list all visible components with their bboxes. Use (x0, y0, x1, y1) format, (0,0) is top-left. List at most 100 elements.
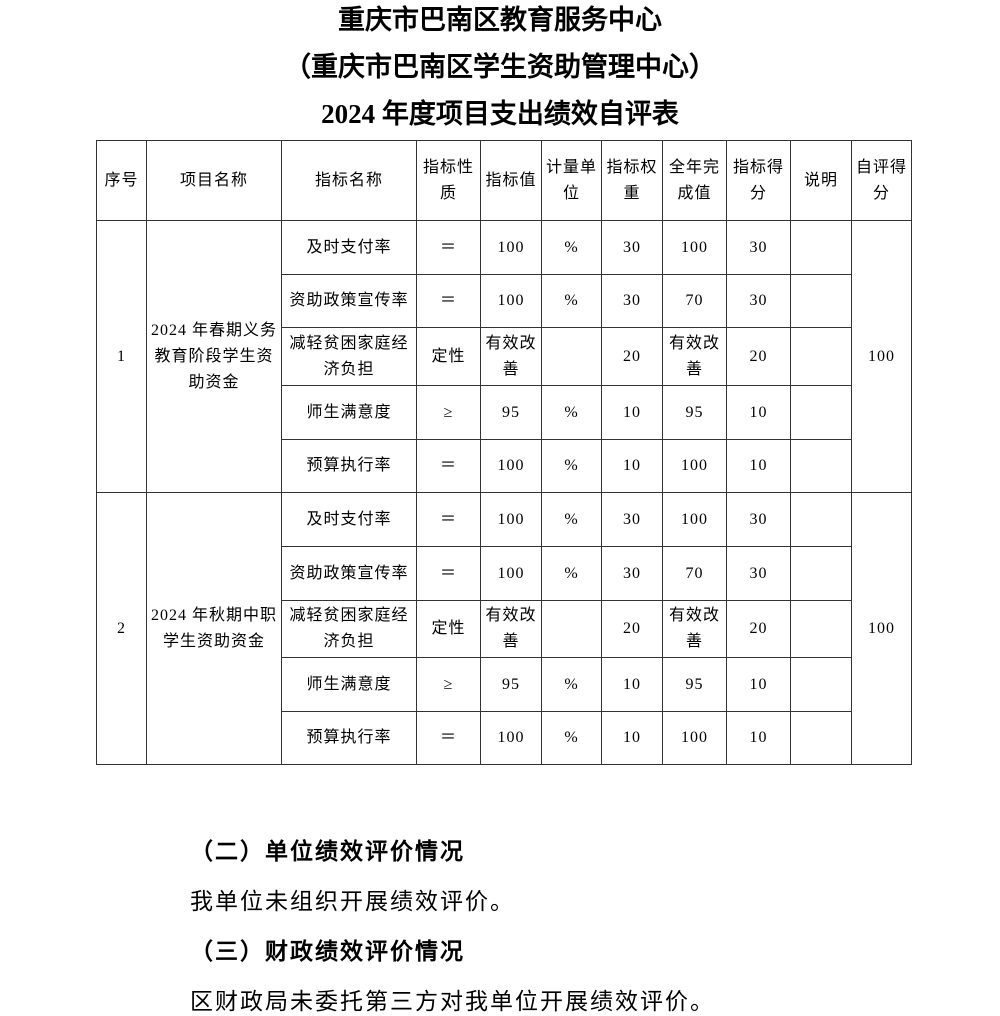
indicator-note (790, 546, 852, 601)
table-row: 师生满意度 ≥95% 10 95 10 (97, 657, 912, 712)
indicator-nature: ≥ (416, 385, 481, 440)
header-cell: 自评得分 (851, 140, 912, 221)
indicator-value: 100 (480, 220, 542, 275)
finance-eval-heading: （三）财政绩效评价情况 (190, 939, 465, 964)
indicator-name: 减轻贫困家庭经济负担 (281, 600, 417, 658)
indicator-actual: 95 (662, 657, 727, 712)
header-cell: 指标名称 (281, 140, 417, 221)
indicator-weight: 30 (601, 274, 663, 328)
indicator-value: 95 (480, 657, 542, 712)
indicator-score: 30 (726, 220, 791, 275)
self-score: 100 (851, 220, 912, 493)
indicator-unit: % (541, 274, 602, 328)
indicator-unit: % (541, 220, 602, 275)
performance-table: 序号 项目名称 指标名称 指标性质 指标值 计量单位 指标权重 全年完成值 指标得分 说明 自评得分… (96, 140, 912, 765)
indicator-nature: ＝ (416, 492, 481, 547)
doc-title-line1: 重庆市巴南区教育服务中心 (338, 5, 662, 35)
indicator-value: 100 (480, 546, 542, 601)
indicator-note (790, 385, 852, 440)
table-row: 资助政策宣传率＝ 100% 30 70 30 (97, 546, 912, 601)
indicator-weight: 20 (601, 327, 663, 386)
indicator-weight: 30 (601, 220, 663, 275)
indicator-score: 20 (726, 327, 791, 386)
indicator-actual: 95 (662, 385, 727, 440)
indicator-unit: % (541, 711, 602, 765)
header-cell: 指标性质 (416, 140, 481, 221)
indicator-actual: 有效改善 (662, 327, 727, 386)
unit-eval-heading: （二）单位绩效评价情况 (190, 839, 465, 864)
indicator-note (790, 220, 852, 275)
indicator-note (790, 439, 852, 493)
indicator-score: 10 (726, 657, 791, 712)
indicator-weight: 20 (601, 600, 663, 658)
unit-eval-text: 我单位未组织开展绩效评价。 (190, 889, 515, 914)
indicator-weight: 30 (601, 492, 663, 547)
indicator-actual: 有效改善 (662, 600, 727, 658)
indicator-weight: 10 (601, 657, 663, 712)
indicator-actual: 100 (662, 711, 727, 765)
indicator-note (790, 327, 852, 386)
header-cell: 指标值 (480, 140, 542, 221)
table-row: 资助政策宣传率＝ 100% 30 70 30 (97, 274, 912, 328)
indicator-name: 师生满意度 (281, 657, 417, 712)
table-row: 减轻贫困家庭经济负担 定性 有效改善 20 有效改善 20 (97, 327, 912, 386)
indicator-actual: 100 (662, 439, 727, 493)
indicator-weight: 30 (601, 546, 663, 601)
indicator-nature: ＝ (416, 546, 481, 601)
project-name: 2024 年春期义务教育阶段学生资助资金 (146, 220, 282, 493)
header-cell: 计量单位 (541, 140, 602, 221)
indicator-unit: % (541, 546, 602, 601)
self-score: 100 (851, 492, 912, 765)
indicator-note (790, 600, 852, 658)
indicator-unit: % (541, 657, 602, 712)
indicator-unit (541, 600, 602, 658)
indicator-value: 95 (480, 385, 542, 440)
indicator-unit: % (541, 385, 602, 440)
indicator-unit: % (541, 492, 602, 547)
indicator-unit (541, 327, 602, 386)
indicator-note (790, 657, 852, 712)
indicator-value: 100 (480, 274, 542, 328)
indicator-actual: 100 (662, 220, 727, 275)
indicator-weight: 10 (601, 711, 663, 765)
indicator-nature: 定性 (416, 327, 481, 386)
header-cell: 项目名称 (146, 140, 282, 221)
header-cell: 说明 (790, 140, 852, 221)
indicator-actual: 100 (662, 492, 727, 547)
indicator-actual: 70 (662, 274, 727, 328)
indicator-note (790, 274, 852, 328)
header-cell: 序号 (96, 140, 147, 221)
indicator-name: 师生满意度 (281, 385, 417, 440)
indicator-value: 100 (480, 439, 542, 493)
table-row: 1 2024 年春期义务教育阶段学生资助资金 及时支付率＝ 100% 30 100 30 10… (96, 220, 912, 493)
indicator-value: 有效改善 (480, 327, 542, 386)
indicator-note (790, 492, 852, 547)
table-row: 预算执行率＝ 100% 10 100 10 (97, 711, 912, 765)
indicator-name: 及时支付率 (281, 220, 417, 275)
header-cell: 全年完成值 (662, 140, 727, 221)
indicator-score: 10 (726, 711, 791, 765)
indicator-name: 预算执行率 (281, 439, 417, 493)
indicator-name: 减轻贫困家庭经济负担 (281, 327, 417, 386)
doc-title-line3: 2024 年度项目支出绩效自评表 (321, 99, 679, 129)
header-cell: 指标权重 (601, 140, 663, 221)
indicator-score: 10 (726, 439, 791, 493)
header-row: 序号 项目名称 指标名称 指标性质 指标值 计量单位 指标权重 全年完成值 指标得分 说明 自评得分 (96, 140, 912, 221)
finance-eval-text: 区财政局未委托第三方对我单位开展绩效评价。 (190, 989, 715, 1014)
indicator-nature: ＝ (416, 711, 481, 765)
indicator-value: 有效改善 (480, 600, 542, 658)
indicator-note (790, 711, 852, 765)
indicator-score: 20 (726, 600, 791, 658)
indicator-score: 30 (726, 274, 791, 328)
table-row: 2 2024 年秋期中职学生资助资金 及时支付率＝ 100% 30 100 30 100 (96, 492, 912, 765)
indicator-value: 100 (480, 711, 542, 765)
project-number: 1 (96, 220, 147, 493)
indicator-weight: 10 (601, 439, 663, 493)
indicator-score: 30 (726, 492, 791, 547)
indicator-name: 预算执行率 (281, 711, 417, 765)
indicator-nature: 定性 (416, 600, 481, 658)
indicator-weight: 10 (601, 385, 663, 440)
indicator-nature: ＝ (416, 274, 481, 328)
doc-title-line2: （重庆市巴南区学生资助管理中心） (284, 52, 716, 82)
indicator-name: 资助政策宣传率 (281, 274, 417, 328)
